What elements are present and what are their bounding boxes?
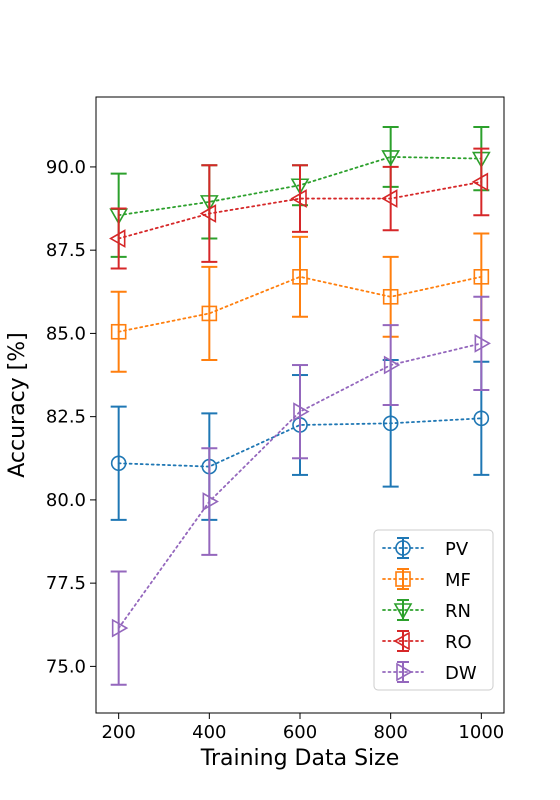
legend-label: RN [445,601,471,622]
legend: PV MF RN RO DW [373,529,494,691]
circle-marker [473,410,490,427]
square-marker [473,269,490,285]
axes-layer: 200 400 600 800 1000 75.0 77.5 80.0 82.5 85.0 87.5… [46,157,504,743]
legend-label: DW [445,663,477,684]
y-tick-label: 75.0 [46,656,86,677]
series-layer [109,125,491,686]
legend-item-mf: MF [382,568,471,591]
legend-item-dw: DW [382,661,477,684]
triangle-left-marker [471,172,489,192]
y-axis-label: Accuracy [%] [5,332,30,478]
circle-marker [395,540,411,556]
triangle-right-marker [202,492,219,511]
series-dw [110,295,491,686]
square-marker [382,288,399,305]
triangle-left-marker [381,189,398,208]
triangle-right-marker [383,355,401,375]
y-tick-label: 82.5 [46,407,86,428]
series-ro [109,147,490,270]
triangle-down-marker [393,603,413,620]
circle-marker [110,455,127,472]
y-tick-label: 87.5 [46,240,86,261]
y-tick-label: 90.0 [46,157,86,178]
triangle-left-marker [199,204,217,223]
x-tick-label: 200 [101,722,135,743]
legend-label: RO [445,632,472,653]
square-marker [395,571,411,587]
triangle-right-marker [293,402,310,422]
series-line [117,181,483,240]
triangle-right-marker [396,662,413,682]
legend-label: MF [445,570,471,591]
triangle-left-marker [290,189,307,208]
legend-label: PV [445,539,469,560]
triangle-right-marker [474,334,491,353]
y-tick-label: 80.0 [46,490,86,511]
square-marker [201,305,218,322]
x-tick-label: 800 [373,722,407,743]
x-tick-label: 1000 [458,722,504,743]
triangle-right-marker [111,618,129,638]
series-mf [110,232,490,373]
legend-item-rn: RN [382,599,471,622]
series-line [117,417,483,468]
y-tick-label: 77.5 [46,573,86,594]
x-tick-label: 400 [192,722,226,743]
x-axis-label: Training Data Size [200,746,399,771]
square-marker [292,269,308,285]
triangle-left-marker [109,229,126,248]
series-line [117,275,483,333]
triangle-left-marker [393,631,410,651]
y-tick-label: 85.0 [46,323,86,344]
legend-item-pv: PV [382,537,469,560]
circle-marker [382,415,399,432]
legend-item-ro: RO [382,630,472,653]
square-marker [110,323,127,340]
triangle-down-marker [381,150,401,167]
x-tick-label: 600 [283,722,317,743]
